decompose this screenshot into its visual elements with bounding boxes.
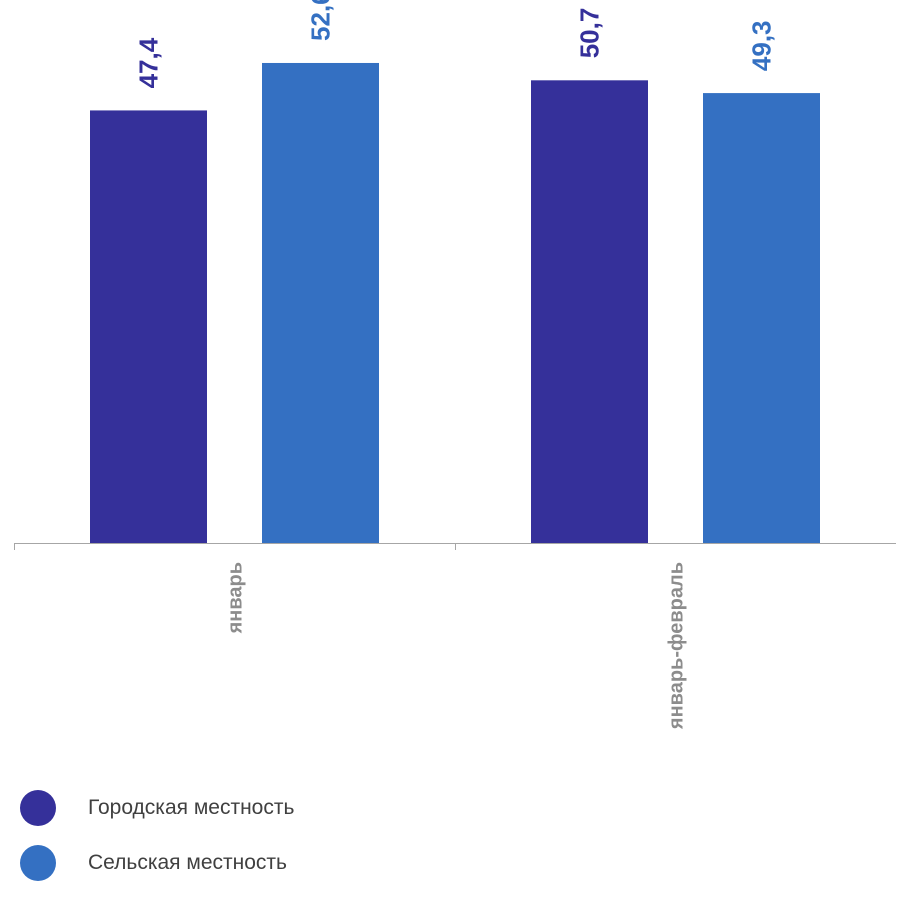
legend-item-rural: Сельская местность — [20, 845, 294, 881]
bars-layer — [90, 62, 820, 544]
legend-marker-rural — [20, 845, 56, 881]
value-label-rural-0: 52,6 — [306, 0, 336, 41]
category-label-0: январь — [225, 562, 247, 634]
bar-urban-1 — [531, 80, 648, 544]
bar-rural-1 — [703, 93, 820, 543]
bar-urban-0 — [90, 110, 207, 544]
legend-item-urban: Городская местность — [20, 790, 294, 826]
category-labels-layer: январь январь-февраль — [225, 562, 688, 730]
bar-chart: 47,4 52,6 50,7 49,3 январь январь-февраль — [14, 0, 896, 730]
legend-label-urban: Городская местность — [88, 796, 295, 819]
bar-rural-0 — [262, 62, 379, 543]
value-label-urban-1: 50,7 — [575, 8, 605, 59]
value-label-urban-0: 47,4 — [134, 37, 164, 88]
category-label-1: январь-февраль — [666, 562, 688, 730]
legend: Городская местность Сельская местность — [20, 790, 294, 900]
legend-marker-urban — [20, 790, 56, 826]
value-labels-layer: 47,4 52,6 50,7 49,3 — [134, 0, 777, 88]
legend-label-rural: Сельская местность — [88, 851, 287, 874]
value-label-rural-1: 49,3 — [747, 20, 777, 71]
x-axis — [14, 543, 896, 550]
